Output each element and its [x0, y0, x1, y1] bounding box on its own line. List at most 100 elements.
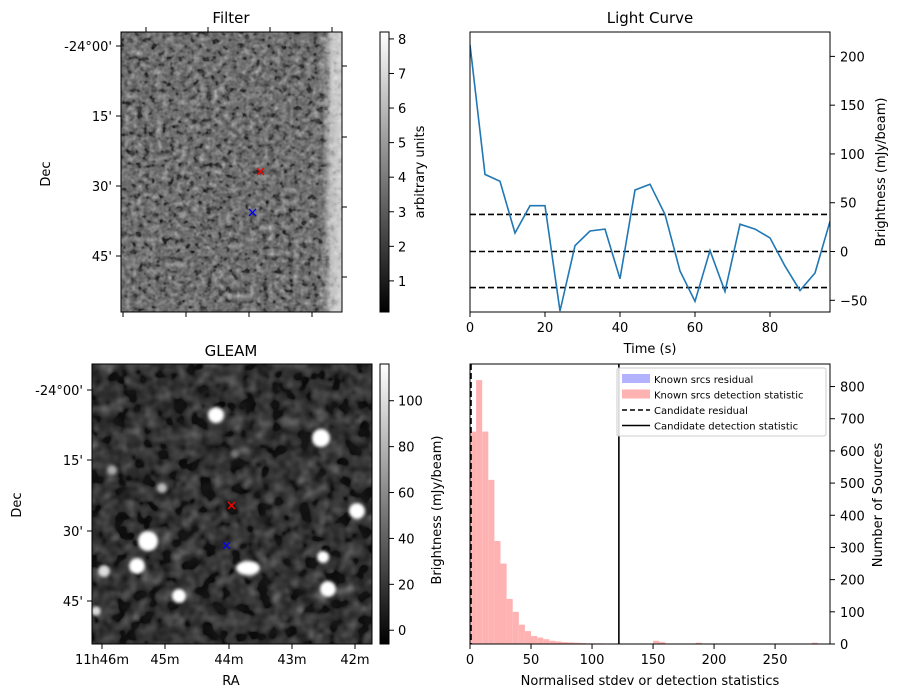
- histogram-bar: [653, 640, 660, 644]
- histogram-x-tick-label: 100: [580, 653, 605, 668]
- light-curve-ylabel: Brightness (mJy/beam): [874, 98, 889, 247]
- gleam-colorbar-tick-label: 80: [398, 441, 415, 456]
- legend-swatch: [622, 389, 650, 399]
- filter-colorbar: 1 2 3 4 5 6 7 8 arbitrary units: [379, 31, 428, 313]
- histogram-bar: [659, 642, 666, 644]
- histogram-bar: [524, 631, 532, 644]
- histogram-bar: [811, 642, 818, 644]
- histogram-x-tick-label: 150: [641, 653, 666, 668]
- filter-y-tick-label: 30': [92, 180, 112, 195]
- histogram-bars: [470, 380, 818, 644]
- histogram-bar: [555, 641, 562, 644]
- histogram-x-tick-label: 250: [763, 653, 788, 668]
- light-curve-hlines: [470, 213, 830, 289]
- histogram-bar: [494, 541, 501, 644]
- filter-colorbar-tick-label: 7: [398, 67, 406, 82]
- light-curve-y-tick-label: 100: [840, 148, 865, 163]
- histogram-left-label: Brightness (mJy/beam): [430, 436, 445, 585]
- filter-top-ticks: [122, 27, 347, 317]
- gleam-x-tick-label: 42m: [340, 653, 369, 668]
- filter-panel: Filter -24°00' 15' 30' 45' Dec 1 2 3 4 5 6 7 8 arb…: [39, 9, 428, 317]
- filter-colorbar-label: arbitrary units: [413, 125, 428, 218]
- filter-colorbar-tick-label: 3: [398, 206, 406, 221]
- histogram-xlabel: Normalised stdev or detection statistics: [521, 674, 780, 689]
- histogram-bar: [531, 635, 538, 644]
- histogram-bar: [476, 380, 483, 644]
- filter-known-marker: [248, 208, 257, 217]
- filter-y-tick-label: -24°00': [64, 40, 112, 55]
- filter-colorbar-tick-label: 5: [398, 137, 406, 152]
- histogram-bar: [500, 563, 507, 644]
- histogram-bar: [561, 642, 568, 644]
- histogram-ylabel: Number of Sources: [871, 443, 886, 568]
- gleam-title: GLEAM: [205, 342, 258, 360]
- gleam-x-tick-label: 45m: [150, 653, 179, 668]
- histogram-y-tick-label: 500: [840, 477, 865, 492]
- light-curve-xlabel: Time (s): [623, 342, 677, 357]
- histogram-bar: [470, 431, 477, 644]
- gleam-y-tick-label: 30': [63, 525, 83, 540]
- light-curve-y-axis: −50 0 50 100 150 200: [830, 50, 867, 309]
- filter-colorbar-tick-label: 4: [398, 171, 406, 186]
- histogram-bar: [506, 598, 513, 644]
- legend-label: Candidate residual: [654, 406, 748, 417]
- filter-image: [121, 32, 342, 312]
- gleam-candidate-marker: [227, 501, 236, 510]
- light-curve-x-axis: 0 20 40 60 80: [466, 312, 778, 336]
- gleam-y-tick-label: -24°00': [35, 384, 83, 399]
- histogram-bar: [695, 642, 702, 644]
- histogram-bar: [567, 642, 574, 644]
- histogram-y-tick-label: 100: [840, 606, 865, 621]
- gleam-colorbar-tick-label: 40: [398, 532, 415, 547]
- gleam-x-tick-label: 43m: [277, 653, 306, 668]
- light-curve-x-tick-label: 60: [687, 321, 704, 336]
- histogram-y-tick-label: 200: [840, 574, 865, 589]
- gleam-colorbar-tick-label: 60: [398, 487, 415, 502]
- light-curve-x-tick-label: 80: [762, 321, 779, 336]
- histogram-panel: 0 50 100 150 200 250 0 100 200 300 400 500 600 700 80…: [430, 363, 886, 689]
- gleam-ylabel: Dec: [10, 492, 25, 517]
- legend-swatch: [622, 374, 650, 383]
- gleam-y-tick-label: 15': [63, 454, 83, 469]
- gleam-colorbar-tick-label: 20: [398, 578, 415, 593]
- histogram-x-tick-label: 200: [702, 653, 727, 668]
- histogram-bar: [549, 640, 556, 644]
- histogram-legend: Known srcs residual Known srcs detection …: [616, 367, 827, 437]
- filter-ylabel: Dec: [39, 161, 54, 186]
- filter-candidate-marker: [256, 167, 265, 176]
- histogram-y-tick-label: 700: [840, 413, 865, 428]
- light-curve-series: [470, 44, 830, 312]
- gleam-xlabel: RA: [222, 674, 240, 689]
- legend-label: Known srcs detection statistic: [654, 391, 803, 402]
- light-curve-y-tick-label: 200: [840, 50, 865, 65]
- filter-colorbar-tick-label: 1: [398, 275, 406, 290]
- histogram-y-tick-label: 800: [840, 381, 865, 396]
- light-curve-y-tick-label: −50: [840, 294, 867, 309]
- histogram-y-tick-label: 400: [840, 509, 865, 524]
- gleam-known-marker: [222, 541, 231, 550]
- light-curve-title: Light Curve: [607, 9, 693, 27]
- gleam-y-axis: -24°00' 15' 30' 45': [35, 384, 92, 610]
- histogram-x-axis: 0 50 100 150 200 250: [466, 644, 788, 668]
- histogram-bar: [488, 479, 495, 644]
- histogram-bar: [482, 431, 489, 644]
- gleam-x-axis: 11h46m 45m 44m 43m 42m: [75, 644, 370, 668]
- histogram-bar: [573, 642, 580, 644]
- histogram-bar: [537, 637, 544, 644]
- gleam-colorbar-tick-label: 100: [398, 395, 423, 410]
- gleam-panel: GLEAM: [10, 342, 423, 689]
- light-curve-x-tick-label: 0: [466, 321, 474, 336]
- light-curve-x-tick-label: 20: [537, 321, 554, 336]
- filter-y-tick-label: 45': [92, 250, 112, 265]
- histogram-y-tick-label: 0: [840, 638, 848, 653]
- light-curve-y-tick-label: 150: [840, 99, 865, 114]
- filter-colorbar-tick-label: 2: [398, 240, 406, 255]
- light-curve-x-tick-label: 40: [612, 321, 629, 336]
- histogram-y-tick-label: 300: [840, 541, 865, 556]
- histogram-x-tick-label: 0: [466, 653, 474, 668]
- histogram-y-axis: 0 100 200 300 400 500 600 700 800: [830, 381, 865, 653]
- histogram-y-tick-label: 600: [840, 445, 865, 460]
- histogram-bar: [543, 639, 550, 644]
- gleam-colorbar: 0 20 40 60 80 100: [379, 363, 423, 645]
- light-curve-panel: Light Curve 0 20 40 60 80 −50 0 50 100 150 200 Ti…: [466, 9, 889, 357]
